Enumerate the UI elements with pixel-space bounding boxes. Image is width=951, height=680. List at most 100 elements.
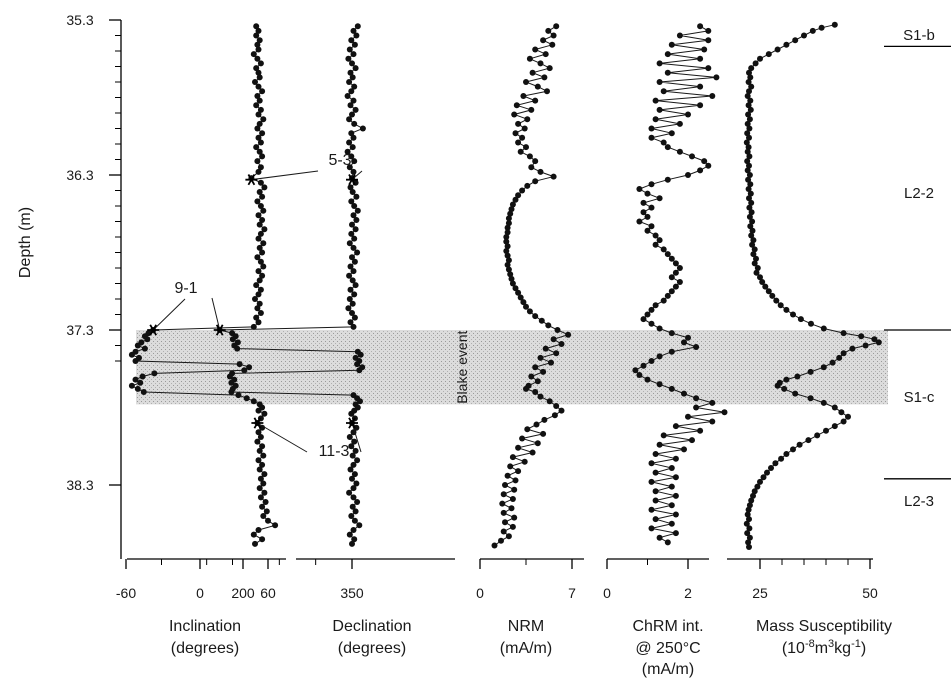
- chrm-data-point: [652, 302, 659, 309]
- ms-data-point: [753, 269, 760, 276]
- dec-data-point: [348, 37, 355, 44]
- nrm-data-point: [548, 359, 554, 366]
- chrm-data-point: [668, 483, 675, 490]
- nrm-data-point: [508, 505, 515, 512]
- nrm-data-point: [512, 130, 519, 137]
- chrm-data-point: [648, 306, 655, 313]
- inc-data-point: [246, 364, 253, 371]
- ms-data-point: [744, 167, 751, 174]
- ms-data-point: [823, 427, 829, 434]
- dec-data-point: [351, 536, 358, 543]
- panel-ms-axis: [727, 558, 873, 569]
- ms-data-point: [831, 423, 838, 430]
- inc-data-point: [252, 79, 258, 85]
- inc-data-point: [139, 373, 146, 380]
- nrm-data-point: [558, 407, 565, 414]
- nrm-data-point: [558, 341, 565, 347]
- ms-tick-label: 25: [752, 585, 768, 601]
- nrm-data-point: [537, 168, 544, 175]
- dec-data-point: [352, 282, 359, 289]
- inc-data-point: [260, 207, 267, 214]
- inc-data-point: [132, 376, 139, 383]
- ms-data-point: [746, 213, 753, 220]
- chrm-data-point: [644, 227, 651, 234]
- dec-data-point: [344, 148, 351, 155]
- chrm-data-point: [648, 223, 655, 230]
- nrm-data-point: [511, 514, 518, 521]
- inc-data-point: [252, 296, 258, 302]
- ms-data-point: [743, 520, 750, 527]
- inc-data-point: [250, 323, 257, 330]
- inc-data-point: [253, 102, 260, 109]
- ms-data-point: [745, 111, 752, 118]
- chrm-data-point: [676, 32, 683, 39]
- ms-data-point: [752, 60, 759, 67]
- chrm-data-point: [672, 511, 679, 518]
- nrm-data-point: [532, 158, 539, 165]
- dec-data-point: [348, 230, 355, 237]
- ms-data-point: [807, 368, 814, 375]
- dec-data-point: [349, 111, 355, 118]
- inc-data-point: [254, 93, 261, 99]
- nrm-data-point: [546, 398, 553, 405]
- dec-data-point: [357, 398, 363, 405]
- nrm-data-point: [508, 206, 515, 213]
- ms-tick-label: 50: [862, 585, 878, 601]
- dec-data-point: [348, 410, 355, 417]
- chrm-axis-unit-2: (mA/m): [642, 661, 694, 678]
- dec-data-point: [346, 489, 353, 496]
- chrm-data-point: [668, 502, 675, 509]
- ms-data-point: [754, 483, 761, 490]
- inc-data-point: [241, 367, 248, 374]
- ms-data-point: [751, 260, 758, 267]
- dec-data-point: [348, 153, 355, 160]
- chrm-data-point: [721, 409, 728, 416]
- inc-data-point: [263, 508, 270, 515]
- nrm-data-point: [544, 88, 550, 95]
- inc-data-point: [254, 198, 261, 205]
- inc-data-point: [256, 300, 263, 307]
- nrm-data-point: [505, 533, 512, 540]
- ms-data-point: [772, 460, 779, 467]
- dec-data-point: [359, 125, 366, 132]
- inc-data-point: [259, 217, 266, 223]
- chrm-data-point: [672, 530, 679, 537]
- ms-data-point: [794, 373, 801, 380]
- inc-data-point: [255, 457, 262, 464]
- ms-data-point: [774, 46, 781, 53]
- nrm-data-point: [499, 500, 506, 507]
- nrm-data-point: [515, 139, 522, 146]
- ms-data-point: [745, 539, 752, 546]
- chrm-data-point: [701, 158, 708, 165]
- nrm-data-point: [505, 215, 512, 222]
- chrm-data-point: [672, 283, 679, 290]
- nrm-data-point: [534, 378, 541, 385]
- ms-data-point: [749, 241, 756, 248]
- dec-data-point: [349, 74, 356, 81]
- nrm-data-point: [540, 37, 547, 44]
- inc-data-point: [262, 499, 269, 505]
- dec-data-point: [349, 300, 356, 307]
- depth-tick-label: 37.3: [66, 322, 93, 338]
- ms-data-point: [768, 465, 774, 471]
- chrm-data-point: [652, 488, 659, 495]
- dec-tick-label: 350: [340, 585, 364, 601]
- ms-data-point: [757, 55, 763, 62]
- dec-data-point: [350, 527, 357, 533]
- dec-data-point: [350, 134, 357, 141]
- chrm-data-point: [660, 432, 667, 439]
- nrm-data-point: [505, 220, 512, 227]
- chrm-data-point: [648, 320, 655, 327]
- chrm-data-point: [705, 65, 712, 72]
- chrm-data-point: [664, 144, 671, 151]
- ms-data-point: [746, 525, 753, 532]
- chrm-data-point: [697, 83, 704, 90]
- nrm-data-point: [511, 111, 518, 118]
- ms-data-point: [808, 320, 814, 327]
- sample-star-5-3: [346, 174, 358, 186]
- inc-data-point: [255, 46, 262, 53]
- chrm-data-point: [640, 362, 647, 369]
- nrm-data-point: [507, 210, 514, 217]
- inc-data-point: [256, 447, 263, 454]
- chrm-data-point: [676, 265, 683, 271]
